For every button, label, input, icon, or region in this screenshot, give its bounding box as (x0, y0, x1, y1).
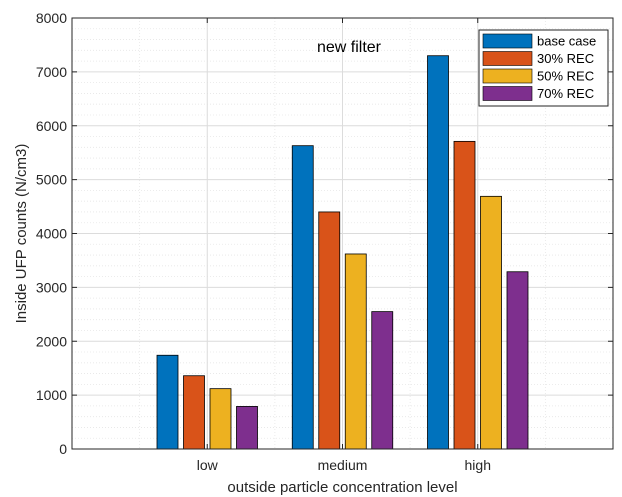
x-tick-label: low (197, 457, 219, 473)
bar (427, 55, 449, 450)
y-tick-label: 6000 (36, 118, 67, 134)
legend-swatch (482, 68, 533, 84)
y-tick-label: 3000 (36, 279, 67, 295)
legend-swatch (482, 86, 533, 101)
legend-swatch (482, 51, 533, 66)
bar (236, 406, 258, 450)
axis-ticks: 0 1000 2000 3000 4000 5000 6000 7000 8000 low medi… (36, 10, 613, 473)
annotation-text: new filter (317, 39, 382, 56)
bar (480, 195, 502, 450)
bar (371, 311, 394, 450)
legend-label: 30% REC (537, 51, 594, 66)
bar (453, 140, 476, 450)
legend-label: 70% REC (537, 86, 594, 101)
y-tick-label: 5000 (36, 172, 67, 188)
legend: base case 30% REC 50% REC 70% REC (478, 29, 609, 107)
y-tick-label: 2000 (36, 333, 67, 349)
bar (291, 145, 314, 450)
bar (209, 388, 232, 450)
x-tick-label: medium (318, 457, 368, 473)
bar (183, 375, 205, 450)
legend-swatch (482, 33, 533, 49)
legend-label: base case (537, 34, 596, 49)
bar (344, 253, 367, 450)
legend-label: 50% REC (537, 69, 594, 84)
bars (156, 55, 529, 450)
x-tick-label: high (465, 457, 491, 473)
x-axis-label: outside particle concentration level (227, 479, 457, 496)
y-tick-label: 0 (59, 441, 67, 457)
y-tick-label: 8000 (36, 10, 67, 26)
y-tick-label: 4000 (36, 226, 67, 242)
y-tick-label: 1000 (36, 387, 67, 403)
y-axis-label: Inside UFP counts (N/cm3) (13, 144, 30, 324)
bar (318, 211, 341, 450)
bar (506, 271, 529, 450)
bar (156, 354, 179, 450)
y-tick-label: 7000 (36, 64, 67, 80)
